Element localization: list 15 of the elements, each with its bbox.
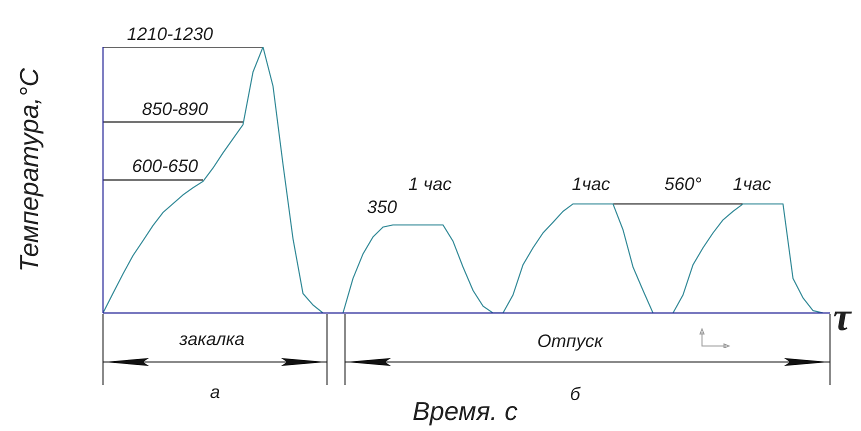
text: Отпуск xyxy=(537,331,604,351)
annotation: 1 час xyxy=(408,174,452,194)
text: закалка xyxy=(178,329,245,349)
annotation: 560° xyxy=(664,174,702,194)
text: б xyxy=(570,384,581,404)
text: τ xyxy=(833,294,852,339)
annotation: 350 xyxy=(366,197,398,217)
y-axis-title: Температура,°С xyxy=(14,68,44,272)
annotation: 600-650 xyxy=(132,156,198,176)
x-axis-title: Время. с xyxy=(412,396,518,426)
annotation: 850-890 xyxy=(142,99,208,119)
text: а xyxy=(210,382,220,402)
text: 1210-1230 xyxy=(126,24,214,44)
annotation: 1час xyxy=(732,174,772,194)
annotation: 1час xyxy=(572,174,610,194)
